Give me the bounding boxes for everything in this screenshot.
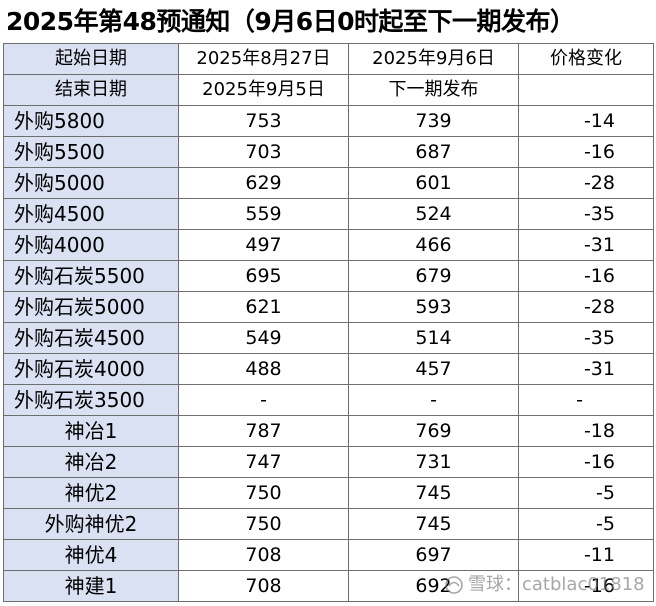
price-change: -5 [518, 508, 654, 540]
price-change: -16 [518, 136, 654, 168]
old-price: 629 [178, 167, 349, 199]
product-name: 外购5500 [3, 136, 179, 168]
table-row: 神优4 708 697 -11 [3, 539, 654, 571]
price-change: -11 [518, 539, 654, 571]
old-price: 750 [178, 508, 349, 540]
price-change: -31 [518, 353, 654, 385]
table-row: 外购石炭5000 621 593 -28 [3, 291, 654, 323]
table-row: 外购神优2 750 745 -5 [3, 508, 654, 540]
old-period-start: 2025年8月27日 [178, 43, 349, 75]
old-price: 488 [178, 353, 349, 385]
watermark-text: 雪球：catblac01818 [468, 574, 645, 595]
price-change: -28 [518, 167, 654, 199]
old-price: 695 [178, 260, 349, 292]
old-price: 708 [178, 539, 349, 571]
price-change: -18 [518, 415, 654, 447]
table-row: 外购石炭4000 488 457 -31 [3, 353, 654, 385]
old-price: 549 [178, 322, 349, 354]
new-price: 697 [348, 539, 519, 571]
product-name: 外购4500 [3, 198, 179, 230]
new-price: 745 [348, 477, 519, 509]
start-date-label: 起始日期 [3, 43, 179, 75]
product-name: 外购石炭3500 [3, 384, 179, 416]
product-name: 外购4000 [3, 229, 179, 261]
new-price: 466 [348, 229, 519, 261]
product-name: 外购神优2 [3, 508, 179, 540]
price-change: -14 [518, 105, 654, 137]
price-change: -31 [518, 229, 654, 261]
new-price: 524 [348, 198, 519, 230]
product-name: 神冶1 [3, 415, 179, 447]
table-row: 神建1 708 692 -16 [3, 570, 654, 602]
table-row: 外购石炭4500 549 514 -35 [3, 322, 654, 354]
price-change: -5 [518, 477, 654, 509]
new-price: 514 [348, 322, 519, 354]
old-price: 753 [178, 105, 349, 137]
product-name: 外购石炭5500 [3, 260, 179, 292]
price-table: 起始日期 2025年8月27日 2025年9月6日 价格变化 结束日期 2025… [3, 43, 654, 602]
old-price: 787 [178, 415, 349, 447]
price-change: -35 [518, 198, 654, 230]
new-period-start: 2025年9月6日 [348, 43, 519, 75]
old-period-end: 2025年9月5日 [178, 74, 349, 106]
price-change: -16 [518, 446, 654, 478]
table-row: 外购5000 629 601 -28 [3, 167, 654, 199]
new-price: 769 [348, 415, 519, 447]
snowball-logo-icon [445, 576, 463, 594]
table-row: 外购5800 753 739 -14 [3, 105, 654, 137]
new-price: 692 [348, 570, 519, 602]
old-price: 559 [178, 198, 349, 230]
product-name: 神建1 [3, 570, 179, 602]
product-name: 外购石炭5000 [3, 291, 179, 323]
watermark: 雪球：catblac01818 [444, 570, 645, 600]
product-name: 神优2 [3, 477, 179, 509]
old-price: 747 [178, 446, 349, 478]
table-row: 神冶1 787 769 -18 [3, 415, 654, 447]
new-period-end: 下一期发布 [348, 74, 519, 106]
price-table-body: 起始日期 2025年8月27日 2025年9月6日 价格变化 结束日期 2025… [3, 43, 654, 602]
product-name: 神冶2 [3, 446, 179, 478]
price-change-header-blank [518, 74, 654, 106]
price-change: -35 [518, 322, 654, 354]
price-change: -16 [518, 570, 654, 602]
old-price: 750 [178, 477, 349, 509]
table-row: 外购石炭3500- - - [3, 384, 654, 416]
table-row: 外购石炭5500 695 679 -16 [3, 260, 654, 292]
table-row: 外购5500 703 687 -16 [3, 136, 654, 168]
old-price: - [178, 384, 349, 416]
table-row: 外购4000 497 466 -31 [3, 229, 654, 261]
product-name: 外购石炭4500 [3, 322, 179, 354]
new-price: - [348, 384, 519, 416]
end-date-label: 结束日期 [3, 74, 179, 106]
price-change: -28 [518, 291, 654, 323]
table-row: 外购4500 559 524 -35 [3, 198, 654, 230]
new-price: 731 [348, 446, 519, 478]
new-price: 457 [348, 353, 519, 385]
product-name: 外购5800 [3, 105, 179, 137]
new-price: 593 [348, 291, 519, 323]
old-price: 703 [178, 136, 349, 168]
price-change: -16 [518, 260, 654, 292]
header-row-end: 结束日期 2025年9月5日 下一期发布 [3, 74, 654, 106]
new-price: 687 [348, 136, 519, 168]
old-price: 621 [178, 291, 349, 323]
price-change: - [518, 384, 654, 416]
new-price: 601 [348, 167, 519, 199]
table-row: 神优2 750 745 -5 [3, 477, 654, 509]
price-change-header: 价格变化 [518, 43, 654, 75]
header-row-start: 起始日期 2025年8月27日 2025年9月6日 价格变化 [3, 43, 654, 75]
new-price: 679 [348, 260, 519, 292]
table-row: 神冶2 747 731 -16 [3, 446, 654, 478]
product-name: 神优4 [3, 539, 179, 571]
old-price: 497 [178, 229, 349, 261]
new-price: 739 [348, 105, 519, 137]
new-price: 745 [348, 508, 519, 540]
product-name: 外购石炭4000 [3, 353, 179, 385]
product-name: 外购5000 [3, 167, 179, 199]
old-price: 708 [178, 570, 349, 602]
notice-title: 2025年第48预通知（9月6日0时起至下一期发布） [6, 7, 575, 36]
